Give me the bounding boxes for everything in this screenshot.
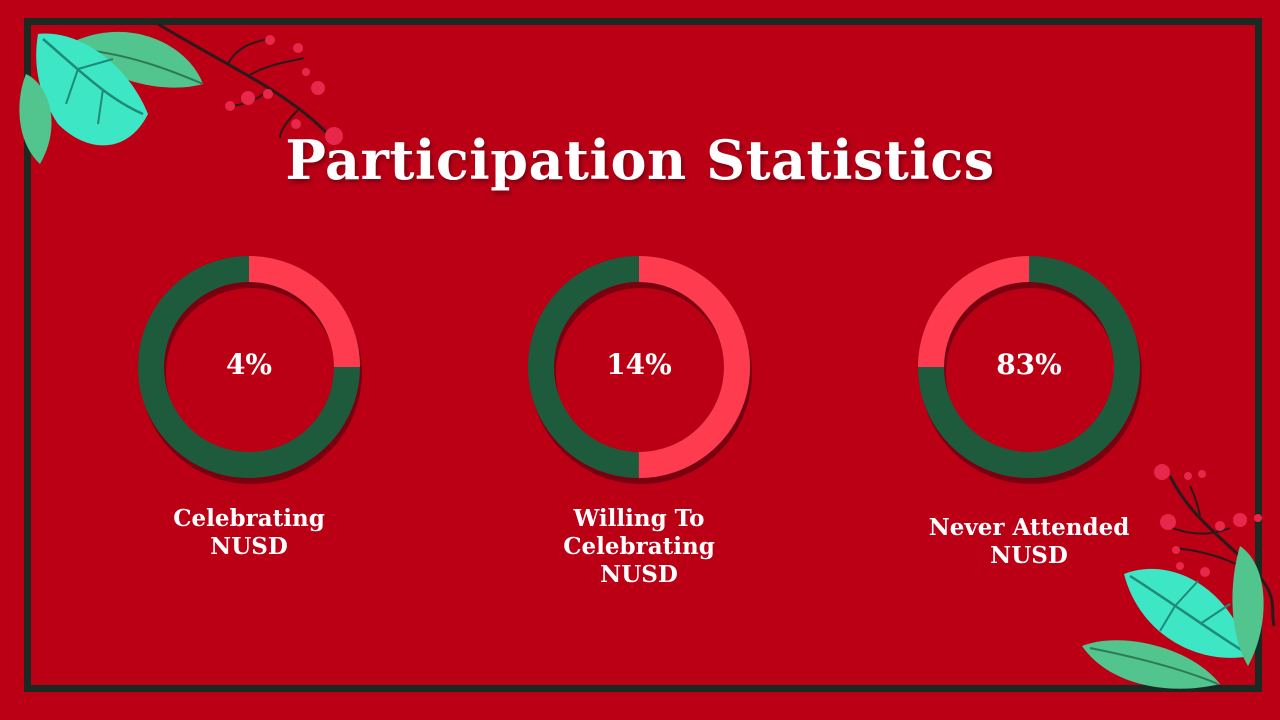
chart-category-label: Never Attended NUSD — [914, 514, 1144, 570]
donut-ring — [918, 256, 1140, 478]
chart-label-line: NUSD — [600, 561, 678, 588]
leaf-branch-top-left-icon — [19, 22, 343, 164]
donut-chart-1: 4% — [134, 252, 364, 492]
chart-value-label: 14% — [606, 348, 672, 381]
chart-label-line: Celebrating — [563, 533, 715, 560]
chart-category-label: Celebrating NUSD — [134, 505, 364, 561]
chart-value-label: 83% — [996, 348, 1062, 381]
donut-svg-3 — [918, 256, 1142, 484]
donut-segment — [528, 256, 750, 478]
donut-ring — [138, 256, 360, 478]
donut-chart-2: 14% — [524, 252, 754, 492]
chart-category-label: Willing To Celebrating NUSD — [524, 505, 754, 589]
chart-label-line: Never Attended — [928, 514, 1130, 541]
chart-label-line: Celebrating — [173, 505, 325, 532]
donut-segment — [138, 256, 360, 478]
chart-label-line: NUSD — [990, 542, 1068, 569]
slide-title: Participation Statistics — [285, 128, 995, 192]
donut-segment — [918, 256, 1140, 478]
donut-svg-1 — [138, 256, 362, 484]
donut-chart-3: 83% — [914, 252, 1144, 492]
chart-value-label: 4% — [225, 348, 273, 381]
slide-frame — [24, 18, 1262, 692]
donut-svg-2 — [528, 256, 752, 484]
donut-ring — [528, 256, 750, 478]
chart-label-line: Willing To — [573, 505, 705, 532]
leaf-branch-bottom-right-icon — [1082, 464, 1276, 689]
chart-label-line: NUSD — [210, 533, 288, 560]
